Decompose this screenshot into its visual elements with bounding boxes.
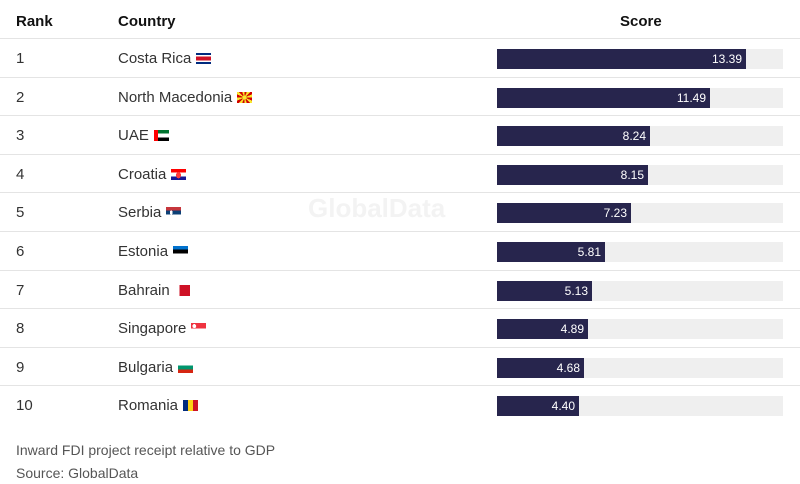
score-data-label: 11.49 [676,90,706,105]
score-bar: 4.40 [497,396,579,417]
table-row: 6 Estonia 5.81 [0,231,800,270]
table-header: Rank Country Score [0,0,800,38]
country-cell: Singapore [118,320,207,338]
country-name: North Macedonia [118,88,233,106]
country-cell: Romania [118,397,199,415]
country-name: Bahrain [118,281,170,299]
singapore-flag-icon [191,323,207,335]
country-cell: North Macedonia [118,88,253,106]
bar-track: 5.81 [497,242,783,262]
country-cell: Estonia [118,243,189,260]
score-bar: 4.68 [497,357,584,378]
rank-cell: 3 [16,127,25,145]
rank-column-header: Rank [16,13,53,30]
score-data-label: 7.23 [603,206,627,221]
score-data-label: 4.68 [556,360,580,375]
chart-source: Source: GlobalData [16,465,139,481]
bar-track: 4.89 [497,319,783,340]
country-name: Costa Rica [118,50,192,67]
score-bar: 4.89 [497,319,588,340]
score-data-label: 4.40 [551,399,575,414]
rank-cell: 7 [16,281,25,299]
country-name: Bulgaria [118,358,174,376]
country-cell: Bahrain [118,282,190,299]
table-row: 2 North Macedonia 11.49 [0,76,800,116]
table-row: 4 Croatia 8.15 [0,153,800,193]
score-bar: 5.13 [497,280,592,301]
country-cell: Costa Rica [118,50,212,67]
country-name: Croatia [118,165,167,183]
bar-track: 8.15 [497,164,783,185]
rank-cell: 10 [16,397,33,415]
rank-cell: 6 [16,243,25,260]
table-row: 3 UAE 8.24 [0,115,800,154]
rank-cell: 2 [16,88,25,106]
score-bar: 13.39 [497,49,746,69]
table-row: 8 Singapore 4.89 [0,308,800,347]
costa-rica-flag-icon [196,53,212,64]
bar-track: 8.24 [497,126,783,147]
score-data-label: 13.39 [711,52,742,66]
rank-cell: 9 [16,358,25,376]
country-cell: Serbia [118,204,182,222]
bar-track: 5.13 [497,280,783,301]
bulgaria-flag-icon [178,361,194,373]
table-row: 1 Costa Rica 13.39 [0,38,800,77]
croatia-flag-icon [171,168,187,180]
country-name: UAE [118,127,149,145]
bar-track: 7.23 [497,203,783,224]
score-bar: 11.49 [497,87,710,108]
score-data-label: 5.13 [564,283,588,298]
country-cell: Croatia [118,165,187,183]
bar-track: 13.39 [497,49,783,69]
rank-cell: 5 [16,204,25,222]
bahrain-flag-icon [174,284,190,296]
bar-track: 11.49 [497,87,783,108]
country-name: Romania [118,397,179,415]
uae-flag-icon [153,130,169,142]
score-bar: 8.24 [497,126,650,147]
country-cell: UAE [118,127,169,144]
score-bar: 7.23 [497,203,631,224]
table-row: 7 Bahrain 5.13 [0,269,800,309]
rank-cell: 8 [16,320,25,338]
table-row: 5 Serbia 7.23 [0,192,800,231]
rank-cell: 1 [16,50,25,67]
country-column-header: Country [118,13,176,30]
country-cell: Bulgaria [118,358,194,376]
bar-track: 4.40 [497,396,783,417]
watermark: GlobalData [308,193,446,223]
table-row: 9 Bulgaria 4.68 [0,346,800,386]
bar-track: 4.68 [497,357,783,378]
north-macedonia-flag-icon [237,91,253,103]
serbia-flag-icon [166,207,182,219]
score-bar: 5.81 [497,242,605,262]
country-name: Serbia [118,204,162,222]
score-bar: 8.15 [497,164,648,185]
score-column-header: Score [620,13,662,30]
country-name: Estonia [118,243,169,260]
score-data-label: 4.89 [560,322,584,337]
country-name: Singapore [118,320,187,338]
score-data-label: 5.81 [577,245,601,259]
score-data-label: 8.15 [620,167,644,182]
chart-note: Inward FDI project receipt relative to G… [16,442,276,458]
table-row: 10 Romania 4.40 [0,385,800,424]
rank-cell: 4 [16,165,25,183]
estonia-flag-icon [173,246,189,257]
romania-flag-icon [183,400,199,412]
score-data-label: 8.24 [622,129,646,144]
